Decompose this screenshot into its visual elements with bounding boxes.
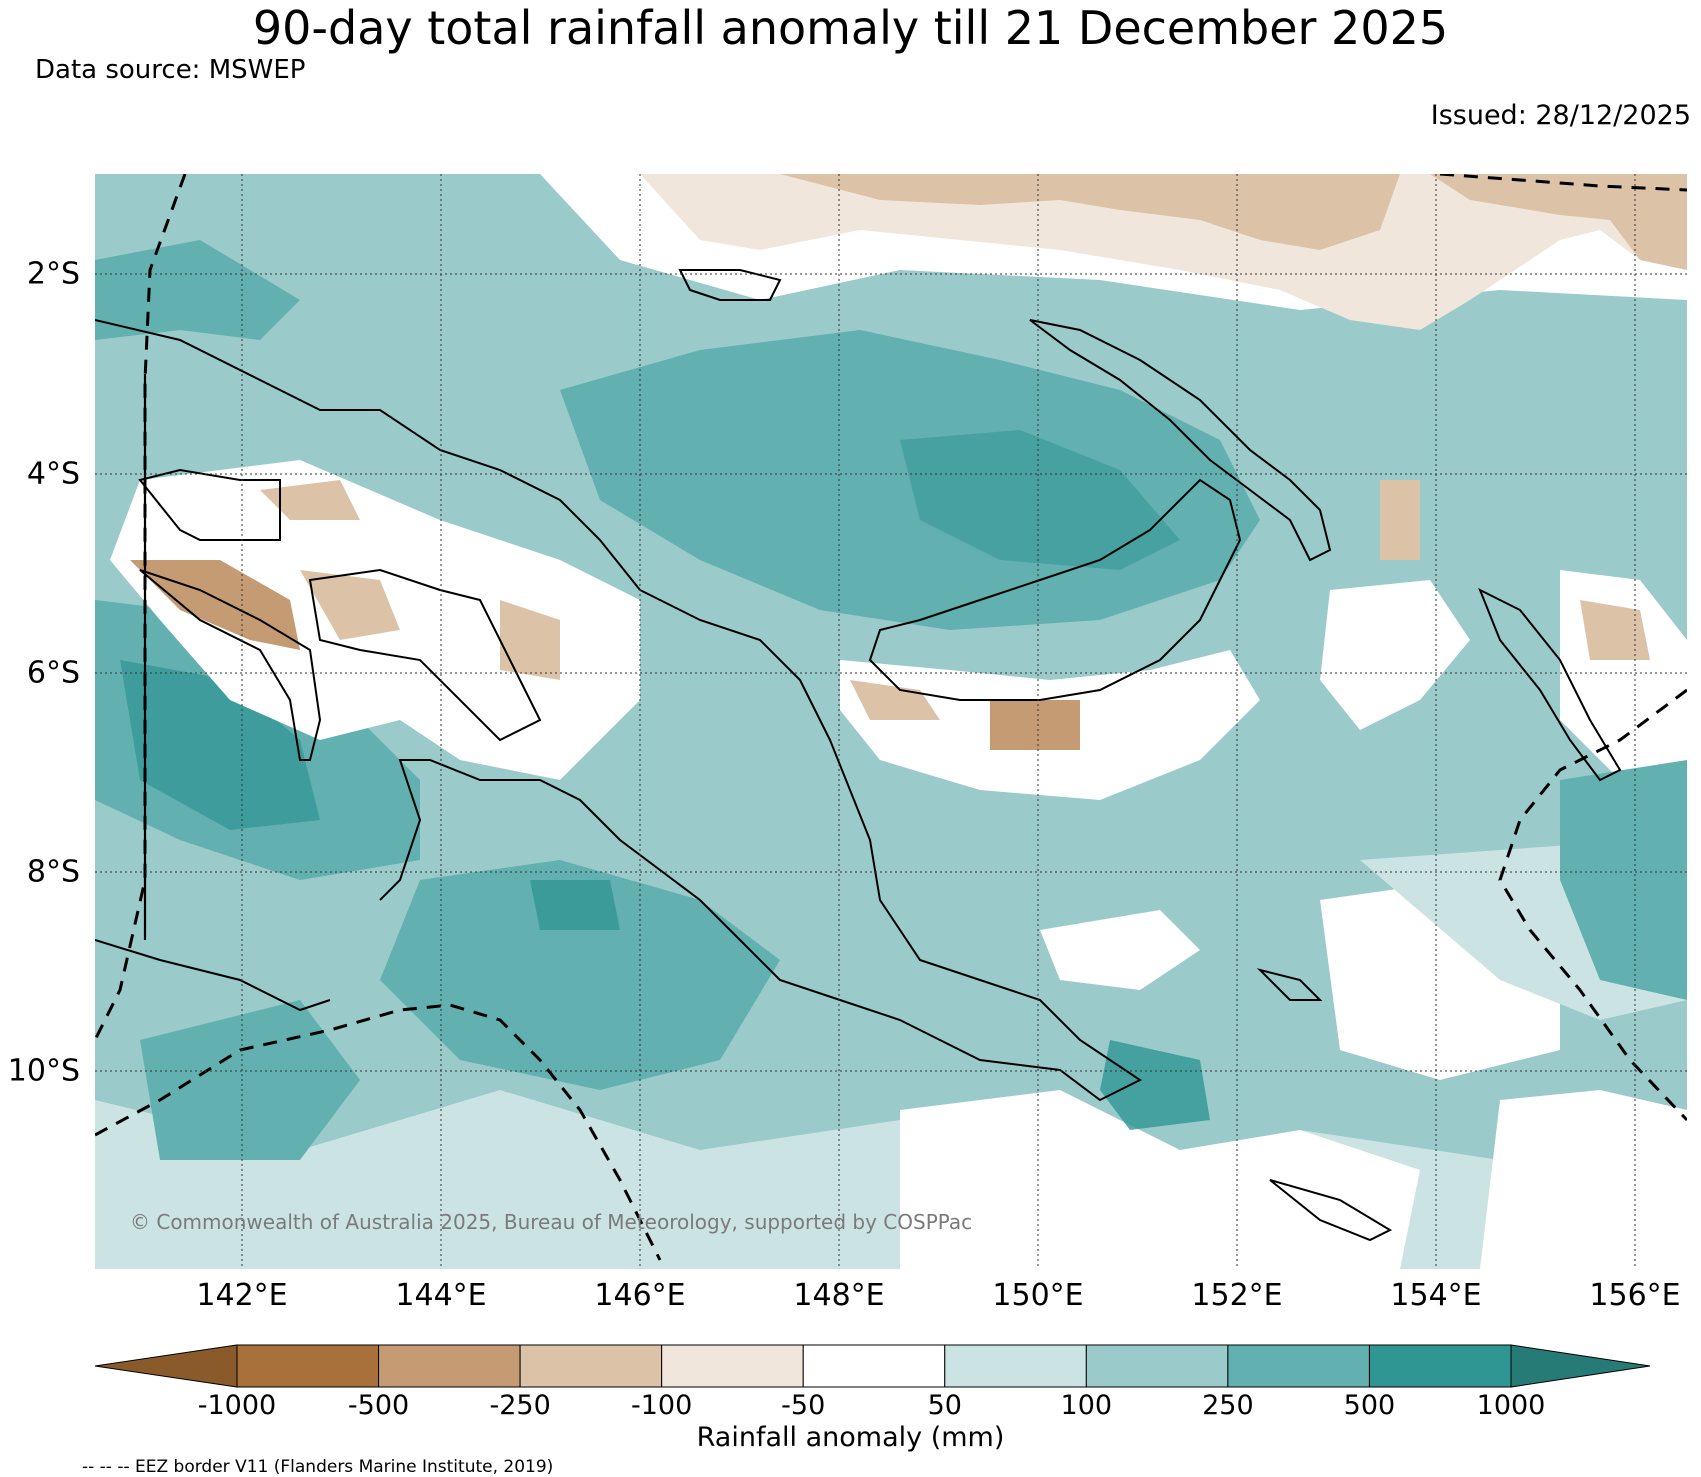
lon-label: 152°E <box>1191 1278 1283 1313</box>
lat-label: 10°S <box>7 1053 80 1089</box>
colorbar-segment <box>378 1344 521 1388</box>
colorbar-tick-label: -250 <box>489 1390 551 1421</box>
colorbar-segment <box>802 1344 946 1388</box>
copyright-notice: © Commonwealth of Australia 2025, Bureau… <box>130 1210 973 1234</box>
lon-label: 142°E <box>196 1278 288 1313</box>
lat-label: 8°S <box>26 854 80 890</box>
colorbar-segment <box>1227 1344 1370 1388</box>
colorbar <box>94 1344 1651 1388</box>
colorbar-tick-label: 250 <box>1202 1390 1254 1421</box>
colorbar-segment <box>1368 1344 1512 1388</box>
colorbar-tick-label: -100 <box>631 1390 693 1421</box>
colorbar-tick-label: 50 <box>927 1390 962 1421</box>
colorbar-label: Rainfall anomaly (mm) <box>696 1422 1005 1453</box>
colorbar-segment <box>519 1344 663 1388</box>
colorbar-max-extend <box>1510 1344 1651 1388</box>
lat-label: 2°S <box>26 256 80 292</box>
colorbar-tick-label: -1000 <box>197 1390 277 1421</box>
data-source: Data source: MSWEP <box>35 55 306 85</box>
lon-label: 148°E <box>793 1278 885 1313</box>
lon-label: 144°E <box>395 1278 487 1313</box>
eez-footnote: -- -- -- EEZ border V11 (Flanders Marine… <box>82 1457 554 1477</box>
lon-label: 156°E <box>1589 1278 1681 1313</box>
colorbar-segment <box>944 1344 1087 1388</box>
map-title: 90-day total rainfall anomaly till 21 De… <box>252 1 1449 55</box>
lon-label: 150°E <box>992 1278 1084 1313</box>
issued-date: Issued: 28/12/2025 <box>1430 100 1691 131</box>
lon-label: 146°E <box>594 1278 686 1313</box>
colorbar-min-extend <box>94 1344 238 1388</box>
colorbar-segment <box>1085 1344 1229 1388</box>
lat-label: 6°S <box>26 655 80 691</box>
colorbar-tick-label: -50 <box>781 1390 826 1421</box>
anomaly-field <box>95 174 1687 1269</box>
colorbar-tick-label: 1000 <box>1476 1390 1546 1421</box>
colorbar-segment <box>236 1344 380 1388</box>
colorbar-tick-label: 100 <box>1060 1390 1113 1421</box>
lon-label: 154°E <box>1390 1278 1482 1313</box>
lat-label: 4°S <box>26 456 80 492</box>
colorbar-segment <box>661 1344 804 1388</box>
colorbar-tick-label: 500 <box>1343 1390 1396 1421</box>
colorbar-tick-label: -500 <box>347 1390 410 1421</box>
